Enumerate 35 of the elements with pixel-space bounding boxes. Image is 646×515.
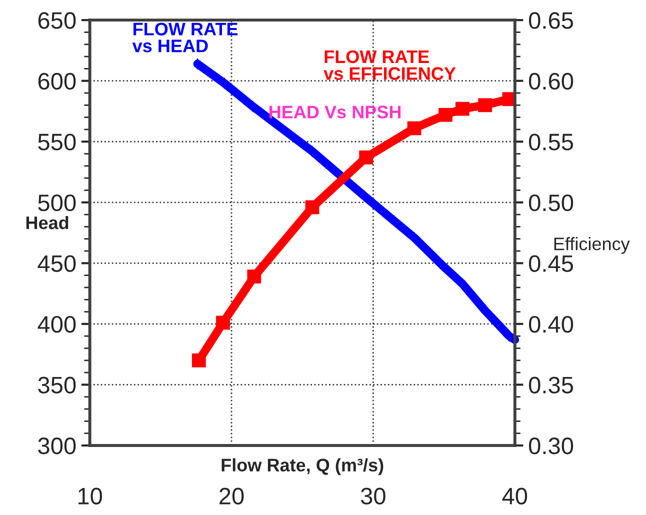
series-label: FLOW RATE vs EFFICIENCY — [324, 50, 456, 80]
y-tick-label: 600 — [38, 72, 76, 90]
y2-tick-label: 0.65 — [528, 12, 574, 29]
y2-tick-label: 0.50 — [528, 194, 574, 212]
y-tick-label: 300 — [38, 438, 76, 454]
point — [216, 316, 230, 330]
series-label: FLOW RATE vs HEAD — [132, 22, 238, 52]
y-tick-label: 500 — [38, 194, 76, 212]
y2-tick-label: 0.30 — [528, 438, 574, 454]
y2-tick-label: 0.55 — [528, 134, 574, 150]
y-tick-label: 350 — [38, 376, 76, 394]
y-tick-label: 450 — [38, 255, 76, 272]
point — [359, 150, 374, 164]
y2-tick-label: 0.60 — [528, 72, 574, 90]
y2-axis-title: Efficiency — [554, 237, 630, 254]
y-tick-label: 400 — [38, 316, 76, 333]
x-tick-label: 10 — [78, 488, 102, 504]
point — [478, 98, 492, 112]
point — [438, 108, 452, 122]
y-tick-label: 550 — [38, 134, 76, 150]
point — [192, 353, 206, 368]
x-tick-label: 20 — [220, 488, 244, 504]
point — [407, 121, 422, 136]
point — [305, 200, 320, 214]
x-tick-label: 30 — [360, 488, 386, 504]
y2-tick-label: 0.35 — [528, 376, 574, 394]
x-axis-title: Flow Rate, Q (m³/s) — [222, 458, 384, 476]
x-tick-label: 40 — [502, 488, 528, 504]
y-tick-label: 650 — [38, 12, 76, 29]
y2-tick-label: 0.40 — [528, 316, 574, 333]
y2-tick-label: 0.45 — [528, 255, 574, 272]
point — [247, 270, 262, 284]
point — [455, 102, 470, 116]
annotation: HEAD Vs NPSH — [270, 106, 401, 118]
y-axis-title: Head — [26, 216, 68, 230]
